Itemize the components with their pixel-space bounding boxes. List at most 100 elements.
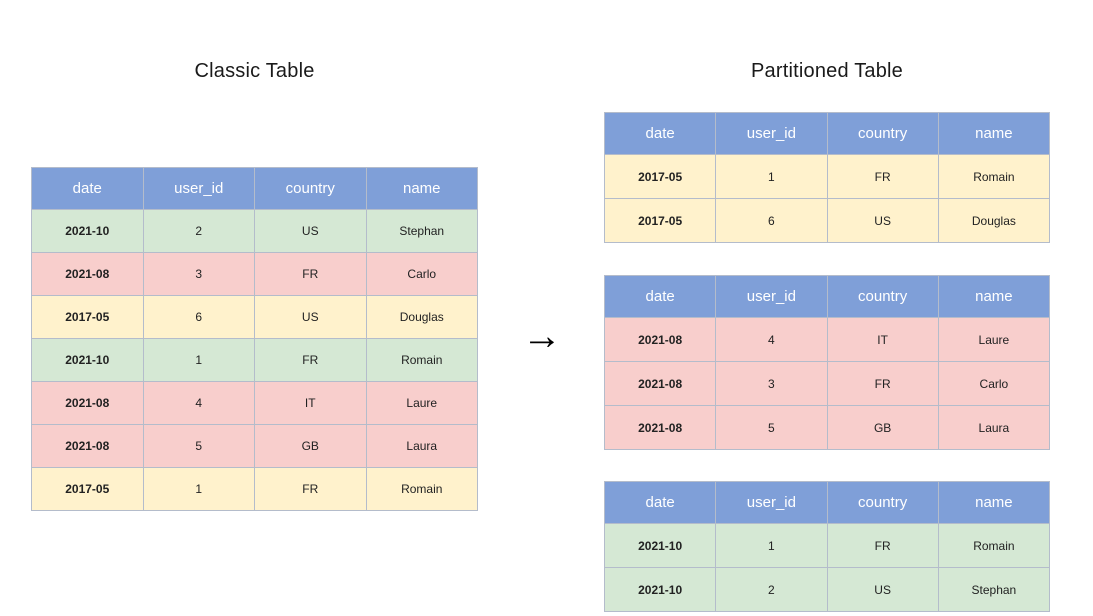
table-row: 2017-05 6 US Douglas bbox=[603, 198, 1051, 243]
partition-table-2017-05: date user_id country name 2017-05 1 FR R… bbox=[603, 112, 1051, 243]
cell-date: 2021-08 bbox=[31, 381, 144, 425]
cell-country: FR bbox=[254, 252, 367, 296]
table-row: 2017-05 1 FR Romain bbox=[603, 154, 1051, 199]
column-header-name: name bbox=[937, 481, 1051, 524]
partition-table-body: 2021-10 1 FR Romain 2021-10 2 US Stephan bbox=[603, 523, 1051, 612]
partition-table-2021-08: date user_id country name 2021-08 4 IT L… bbox=[603, 275, 1051, 450]
cell-country: IT bbox=[826, 317, 939, 362]
partitioned-table-title: Partitioned Table bbox=[750, 60, 904, 82]
partition-table-header: date user_id country name bbox=[603, 112, 1051, 155]
cell-name: Douglas bbox=[937, 198, 1051, 243]
column-header-country: country bbox=[826, 275, 939, 318]
classic-table-container: date user_id country name 2021-10 2 US S… bbox=[31, 167, 478, 511]
cell-country: US bbox=[254, 209, 367, 253]
cell-date: 2017-05 bbox=[603, 154, 717, 199]
header-row: date user_id country name bbox=[603, 481, 1051, 524]
cell-date: 2017-05 bbox=[603, 198, 717, 243]
table-row: 2021-08 4 IT Laure bbox=[603, 317, 1051, 362]
cell-name: Romain bbox=[365, 338, 478, 382]
cell-name: Laura bbox=[365, 424, 478, 468]
arrow-right-icon: → bbox=[522, 314, 562, 358]
cell-country: GB bbox=[254, 424, 367, 468]
column-header-date: date bbox=[603, 112, 717, 155]
column-header-date: date bbox=[603, 481, 717, 524]
column-header-name: name bbox=[937, 112, 1051, 155]
classic-table-title: Classic Table bbox=[194, 60, 315, 82]
cell-country: US bbox=[254, 295, 367, 339]
column-header-country: country bbox=[826, 481, 939, 524]
partition-table-header: date user_id country name bbox=[603, 481, 1051, 524]
cell-date: 2021-08 bbox=[603, 361, 717, 406]
cell-country: FR bbox=[254, 338, 367, 382]
cell-user-id: 3 bbox=[142, 252, 255, 296]
cell-user-id: 6 bbox=[715, 198, 828, 243]
table-row: 2021-08 4 IT Laure bbox=[31, 381, 478, 425]
table-row: 2021-08 5 GB Laura bbox=[31, 424, 478, 468]
cell-name: Stephan bbox=[365, 209, 478, 253]
table-row: 2021-08 3 FR Carlo bbox=[603, 361, 1051, 406]
column-header-user-id: user_id bbox=[715, 112, 828, 155]
column-header-date: date bbox=[603, 275, 717, 318]
partition-table-2021-10: date user_id country name 2021-10 1 FR R… bbox=[603, 481, 1051, 612]
cell-name: Laure bbox=[365, 381, 478, 425]
partition-table-body: 2021-08 4 IT Laure 2021-08 3 FR Carlo 20… bbox=[603, 317, 1051, 450]
table-row: 2017-05 1 FR Romain bbox=[31, 467, 478, 511]
cell-country: US bbox=[826, 198, 939, 243]
cell-user-id: 4 bbox=[715, 317, 828, 362]
cell-name: Stephan bbox=[937, 567, 1051, 612]
cell-user-id: 5 bbox=[715, 405, 828, 450]
cell-country: FR bbox=[826, 154, 939, 199]
partition-table-2021-08-container: date user_id country name 2021-08 4 IT L… bbox=[603, 275, 1051, 450]
cell-date: 2021-10 bbox=[603, 567, 717, 612]
cell-user-id: 4 bbox=[142, 381, 255, 425]
cell-name: Laura bbox=[937, 405, 1051, 450]
header-row: date user_id country name bbox=[603, 112, 1051, 155]
header-row: date user_id country name bbox=[603, 275, 1051, 318]
table-row: 2021-08 5 GB Laura bbox=[603, 405, 1051, 450]
partition-table-body: 2017-05 1 FR Romain 2017-05 6 US Douglas bbox=[603, 154, 1051, 243]
cell-date: 2017-05 bbox=[31, 295, 144, 339]
classic-table: date user_id country name 2021-10 2 US S… bbox=[31, 167, 478, 511]
cell-country: FR bbox=[254, 467, 367, 511]
cell-user-id: 2 bbox=[142, 209, 255, 253]
table-row: 2021-10 2 US Stephan bbox=[31, 209, 478, 253]
cell-name: Carlo bbox=[937, 361, 1051, 406]
column-header-name: name bbox=[365, 167, 478, 210]
classic-table-header: date user_id country name bbox=[31, 167, 478, 210]
cell-name: Carlo bbox=[365, 252, 478, 296]
cell-country: GB bbox=[826, 405, 939, 450]
cell-date: 2021-10 bbox=[603, 523, 717, 568]
cell-user-id: 6 bbox=[142, 295, 255, 339]
cell-name: Romain bbox=[365, 467, 478, 511]
partition-table-2017-05-container: date user_id country name 2017-05 1 FR R… bbox=[603, 112, 1051, 243]
column-header-user-id: user_id bbox=[715, 481, 828, 524]
cell-date: 2021-10 bbox=[31, 338, 144, 382]
cell-country: FR bbox=[826, 361, 939, 406]
table-row: 2021-10 1 FR Romain bbox=[603, 523, 1051, 568]
column-header-country: country bbox=[254, 167, 367, 210]
table-row: 2021-08 3 FR Carlo bbox=[31, 252, 478, 296]
cell-date: 2021-10 bbox=[31, 209, 144, 253]
header-row: date user_id country name bbox=[31, 167, 478, 210]
cell-user-id: 1 bbox=[715, 154, 828, 199]
cell-date: 2017-05 bbox=[31, 467, 144, 511]
cell-user-id: 2 bbox=[715, 567, 828, 612]
cell-user-id: 1 bbox=[142, 338, 255, 382]
classic-table-body: 2021-10 2 US Stephan 2021-08 3 FR Carlo … bbox=[31, 209, 478, 511]
cell-date: 2021-08 bbox=[31, 252, 144, 296]
table-row: 2017-05 6 US Douglas bbox=[31, 295, 478, 339]
cell-user-id: 5 bbox=[142, 424, 255, 468]
cell-name: Douglas bbox=[365, 295, 478, 339]
cell-user-id: 3 bbox=[715, 361, 828, 406]
cell-user-id: 1 bbox=[715, 523, 828, 568]
cell-date: 2021-08 bbox=[31, 424, 144, 468]
cell-date: 2021-08 bbox=[603, 317, 717, 362]
partition-table-header: date user_id country name bbox=[603, 275, 1051, 318]
cell-name: Romain bbox=[937, 154, 1051, 199]
column-header-date: date bbox=[31, 167, 144, 210]
column-header-country: country bbox=[826, 112, 939, 155]
table-row: 2021-10 1 FR Romain bbox=[31, 338, 478, 382]
cell-name: Romain bbox=[937, 523, 1051, 568]
cell-name: Laure bbox=[937, 317, 1051, 362]
column-header-user-id: user_id bbox=[715, 275, 828, 318]
